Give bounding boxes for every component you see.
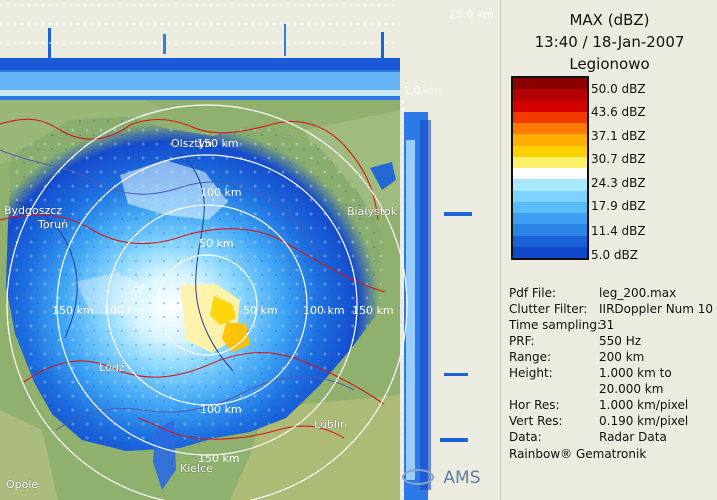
legend-swatch [513,213,587,225]
legend-swatch [513,145,587,157]
legend-label: 43.6 dBZ [591,105,646,119]
info-value: 20.000 km [599,382,664,396]
city-label: Opole [6,478,39,491]
legend-swatch [513,123,587,135]
ams-logo-icon [402,469,434,485]
legend-label: 37.1 dBZ [591,129,646,143]
legend-swatch [513,235,587,247]
ring-label: 150 km [52,304,94,317]
legend-swatch [513,168,587,180]
ams-logo-text: AMS [443,468,481,488]
legend-swatch [513,156,587,168]
info-key: Data: [509,430,542,444]
city-label: Łódź [99,361,125,374]
side-scale-label: 1.0 km [403,84,441,97]
city-label: Kielce [180,462,213,475]
info-value: 0.190 km/pixel [599,414,689,428]
legend-swatch [513,111,587,123]
legend-swatch [513,89,587,101]
legend-label: 50.0 dBZ [591,82,646,96]
legend-swatch [513,134,587,146]
info-key: Height: [509,366,553,380]
legend-label: 24.3 dBZ [591,176,646,190]
color-legend [511,76,589,260]
radar-cross-section-top [0,24,400,100]
terrain-east [305,110,400,215]
legend-swatch [513,179,587,191]
legend-label: 30.7 dBZ [591,152,646,166]
legend-swatch [513,190,587,202]
info-value: 550 Hz [599,334,642,348]
top-scale-label: 20.0 km [449,8,494,21]
ring-label: 50 km [199,237,234,250]
city-label: Toruń [38,218,69,231]
city-label: Bydgoszcz [4,204,63,217]
footer-brand: Rainbow® Gematronik [509,447,647,461]
info-value: Radar Data [599,430,667,444]
info-value: 1.000 km to [599,366,672,380]
ring-label: 150 km [352,304,394,317]
ring-label: 50 km [243,304,278,317]
legend-swatch [513,246,587,258]
site-title: Legionowo [569,55,650,73]
info-key: Vert Res: [509,414,563,428]
info-key: Time sampling: [509,318,602,332]
city-label: Białystok [347,205,398,218]
info-value: 31 [599,318,615,332]
ring-label: 150 km [197,137,239,150]
radar-canvas[interactable]: 20.0 km 1.0 km [0,0,500,500]
city-label: Lublin [314,418,347,431]
info-value: IIRDoppler Num 10 [599,302,714,316]
ring-label: 100 km [200,403,242,416]
ring-label: 100 km [303,304,345,317]
legend-label: 11.4 dBZ [591,224,646,238]
ring-label: 100 km [103,304,145,317]
ams-logo: AMS [402,468,481,488]
product-title: MAX (dBZ) [569,11,650,29]
legend-swatch [513,224,587,236]
legend-swatch [513,201,587,213]
info-key: Clutter Filter: [509,302,588,316]
info-key: Pdf File: [509,286,557,300]
info-key: Range: [509,350,552,364]
timestamp-title: 13:40 / 18-Jan-2007 [534,33,685,51]
info-value: leg_200.max [599,286,677,300]
city-label: Olsztyn [171,137,213,150]
ring-label: 150 km [198,452,240,465]
range-rings [6,104,408,500]
legend-label: 17.9 dBZ [591,199,646,213]
info-key: PRF: [509,334,535,348]
info-value: 1.000 km/pixel [599,398,689,412]
info-key: Hor Res: [509,398,560,412]
info-panel: MAX (dBZ) 13:40 / 18-Jan-2007 Legionowo … [500,0,717,500]
info-value: 200 km [599,350,645,364]
legend-swatch [513,78,587,90]
ring-label: 100 km [200,186,242,199]
terrain-southwest [0,410,58,500]
legend-swatch [513,100,587,112]
legend-label: 5.0 dBZ [591,248,638,262]
